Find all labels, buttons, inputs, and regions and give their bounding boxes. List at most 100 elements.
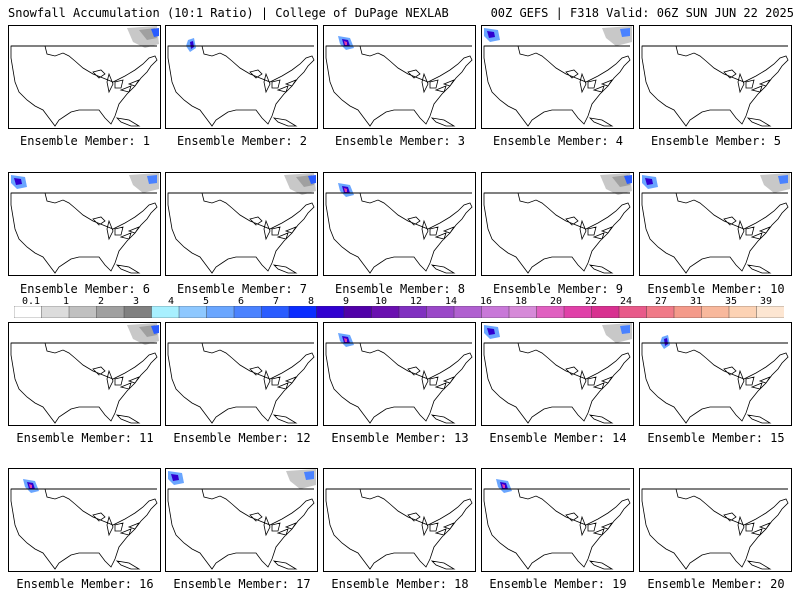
coastline-outline: [10, 488, 158, 570]
colorbar-tick-label: 0.1: [21, 296, 41, 307]
snowfall-area: [645, 178, 653, 185]
colorbar-tick-label: 6: [237, 296, 245, 307]
colorbar-tick-label: 2: [97, 296, 105, 307]
colorbar-tick-label: 31: [689, 296, 703, 307]
snowfall-area: [147, 175, 157, 184]
us-outline-map: [641, 173, 790, 274]
colorbar-swatches: [14, 306, 784, 318]
snowfall-area: [778, 175, 788, 184]
member-label: Ensemble Member: 11: [16, 431, 154, 445]
colorbar-tick-label: 20: [549, 296, 563, 307]
coastline-outline: [167, 45, 315, 127]
us-outline-map: [325, 36, 473, 127]
us-outline-map: [10, 26, 159, 127]
us-outline-map: [10, 173, 159, 274]
member-label: Ensemble Member: 15: [647, 431, 785, 445]
colorbar-swatch: [591, 306, 620, 318]
colorbar-tick-label: 35: [724, 296, 738, 307]
colorbar-swatch: [343, 306, 372, 318]
colorbar-swatch: [178, 306, 207, 318]
coastline-outline: [483, 488, 631, 570]
colorbar-swatch: [316, 306, 345, 318]
member-map-panel: [8, 468, 161, 572]
coastline-outline: [325, 342, 473, 424]
colorbar-swatch: [618, 306, 647, 318]
snowfall-area: [624, 175, 632, 184]
member-label: Ensemble Member: 10: [647, 282, 785, 296]
map-title: Snowfall Accumulation (10:1 Ratio) | Col…: [8, 6, 449, 20]
member-label: Ensemble Member: 13: [331, 431, 469, 445]
colorbar-swatch: [398, 306, 427, 318]
us-outline-map: [325, 488, 473, 570]
colorbar-tick-label: 16: [479, 296, 493, 307]
us-outline-map: [483, 26, 632, 127]
snowfall-area: [151, 325, 159, 334]
colorbar-swatch: [453, 306, 482, 318]
colorbar-swatch: [481, 306, 510, 318]
member-map-panel: [8, 322, 161, 426]
member-label: Ensemble Member: 4: [492, 134, 624, 148]
member-map-panel: [639, 25, 792, 129]
snowfall-area: [304, 471, 314, 480]
member-label: Ensemble Member: 1: [19, 134, 151, 148]
coastline-outline: [325, 45, 473, 127]
snowfall-area: [487, 328, 495, 335]
colorbar-tick-label: 24: [619, 296, 633, 307]
member-label: Ensemble Member: 5: [650, 134, 782, 148]
coastline-outline: [483, 342, 631, 424]
member-map-panel: [323, 322, 476, 426]
member-map-panel: [8, 25, 161, 129]
colorbar-tick-label: 14: [444, 296, 458, 307]
colorbar-swatch: [756, 306, 784, 318]
member-map-panel: [323, 172, 476, 276]
member-label: Ensemble Member: 12: [173, 431, 311, 445]
us-outline-map: [167, 342, 315, 424]
member-label: Ensemble Member: 2: [176, 134, 308, 148]
member-map-panel: [481, 322, 634, 426]
member-label: Ensemble Member: 7: [176, 282, 308, 296]
member-label: Ensemble Member: 18: [331, 577, 469, 591]
colorbar-swatch: [41, 306, 70, 318]
member-map-panel: [165, 172, 318, 276]
colorbar-tick-label: 10: [374, 296, 388, 307]
us-outline-map: [167, 469, 316, 570]
coastline-outline: [641, 192, 789, 274]
member-map-panel: [323, 468, 476, 572]
colorbar-swatch: [206, 306, 235, 318]
colorbar-swatch: [151, 306, 180, 318]
snowfall-area: [664, 338, 668, 346]
us-outline-map: [641, 335, 789, 424]
us-outline-map: [10, 479, 158, 570]
run-info: 00Z GEFS | F318 Valid: 06Z SUN JUN 22 20…: [490, 6, 794, 20]
snowfall-area: [171, 474, 179, 481]
colorbar-swatch: [96, 306, 125, 318]
coastline-outline: [167, 192, 315, 274]
coastline-outline: [10, 192, 158, 274]
colorbar-tick-label: 4: [167, 296, 175, 307]
member-map-panel: [8, 172, 161, 276]
snowfall-area: [29, 484, 32, 488]
colorbar-tick-label: 39: [759, 296, 773, 307]
snowfall-area: [344, 188, 347, 192]
colorbar-swatch: [14, 306, 42, 318]
member-label: Ensemble Member: 19: [489, 577, 627, 591]
snowfall-area: [620, 28, 630, 37]
coastline-outline: [167, 342, 315, 424]
colorbar-tick-label: 7: [272, 296, 280, 307]
member-map-panel: [323, 25, 476, 129]
member-map-panel: [639, 172, 792, 276]
member-label: Ensemble Member: 3: [334, 134, 466, 148]
colorbar-tick-label: 12: [409, 296, 423, 307]
snowfall-area: [344, 338, 347, 342]
coastline-outline: [641, 342, 789, 424]
snowfall-area: [502, 484, 505, 488]
coastline-outline: [10, 45, 158, 127]
snowfall-colorbar: [14, 306, 784, 318]
colorbar-tick-label: 27: [654, 296, 668, 307]
member-label: Ensemble Member: 9: [492, 282, 624, 296]
coastline-outline: [483, 192, 631, 274]
coastline-outline: [483, 45, 631, 127]
colorbar-swatch: [673, 306, 702, 318]
colorbar-swatch: [536, 306, 565, 318]
us-outline-map: [167, 173, 316, 274]
